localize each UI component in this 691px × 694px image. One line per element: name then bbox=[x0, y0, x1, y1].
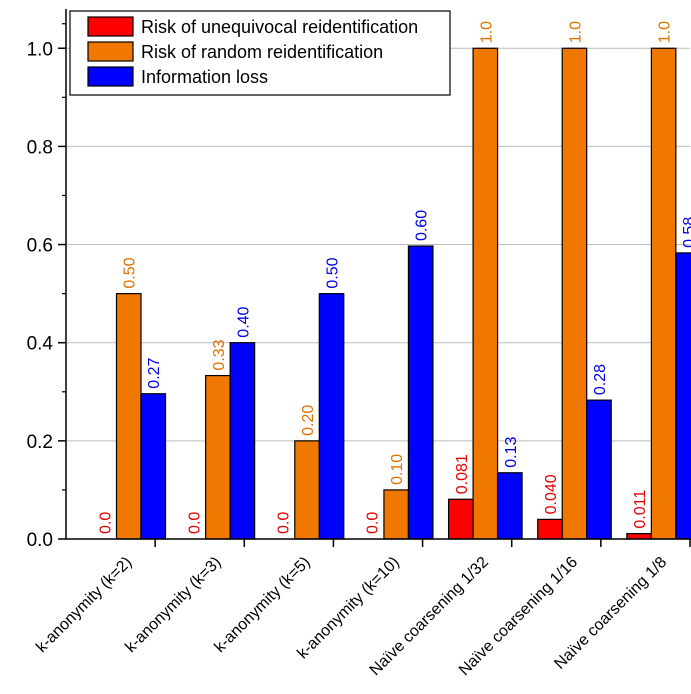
bar-6-1 bbox=[650, 47, 677, 540]
data-label-6-2: 0.58 bbox=[681, 217, 691, 248]
data-label-2-2: 0.50 bbox=[325, 257, 342, 288]
category-label-1: k-anonymity (k=3) bbox=[122, 554, 224, 656]
bar-6-0 bbox=[626, 533, 652, 540]
y-tick-label-5: 1.0 bbox=[27, 39, 53, 60]
data-label-0-1: 0.50 bbox=[122, 257, 139, 288]
data-labels: 0.0 0.50 0.27 0.0 0.33 0.40 0.0 0.20 0.50 0.0 0.10… bbox=[97, 21, 691, 534]
legend-label-0: Risk of unequivocal reidentification bbox=[141, 17, 418, 37]
data-label-4-0: 0.081 bbox=[454, 454, 471, 494]
y-tick-label-2: 0.4 bbox=[27, 334, 54, 355]
bar-0-1 bbox=[115, 293, 142, 540]
data-label-6-1: 1.0 bbox=[657, 21, 674, 43]
data-label-0-0: 0.0 bbox=[97, 512, 114, 534]
legend-swatch-2 bbox=[87, 66, 134, 87]
data-label-6-0: 0.011 bbox=[632, 490, 649, 529]
data-label-0-2: 0.27 bbox=[146, 357, 163, 388]
data-label-3-2: 0.60 bbox=[414, 210, 431, 241]
data-label-3-1: 0.10 bbox=[389, 454, 406, 485]
data-label-1-2: 0.40 bbox=[235, 306, 252, 337]
y-tick-label-1: 0.2 bbox=[27, 432, 53, 453]
category-label-2: k-anonymity (k=5) bbox=[211, 554, 313, 656]
legend: Risk of unequivocal reidentification Risk… bbox=[69, 10, 451, 96]
data-label-2-1: 0.20 bbox=[300, 405, 317, 436]
legend-swatch-0 bbox=[87, 16, 134, 37]
y-tick-label-0: 0.0 bbox=[27, 530, 53, 551]
bar-2-2 bbox=[318, 293, 345, 540]
bar-5-1 bbox=[561, 47, 588, 540]
bar-4-0 bbox=[447, 498, 474, 540]
category-label-0: k-anonymity (k=2) bbox=[33, 554, 135, 656]
data-label-3-0: 0.0 bbox=[365, 512, 382, 534]
y-tick-label-4: 0.8 bbox=[27, 137, 53, 158]
legend-label-1: Risk of random reidentification bbox=[141, 42, 383, 62]
bar-3-1 bbox=[383, 489, 410, 540]
data-label-2-0: 0.0 bbox=[276, 512, 293, 534]
data-label-1-1: 0.33 bbox=[211, 339, 228, 370]
bar-2-1 bbox=[294, 440, 320, 540]
y-tick-label-3: 0.6 bbox=[27, 236, 53, 257]
bar-6-2 bbox=[675, 252, 691, 540]
data-label-5-2: 0.28 bbox=[592, 364, 609, 395]
data-label-5-0: 0.040 bbox=[543, 474, 560, 514]
data-label-4-1: 1.0 bbox=[478, 21, 495, 43]
legend-label-2: Information loss bbox=[141, 67, 268, 87]
bar-4-2 bbox=[496, 472, 523, 540]
bars bbox=[115, 47, 691, 540]
bar-4-1 bbox=[472, 47, 499, 540]
bar-1-2 bbox=[229, 342, 256, 540]
data-label-4-2: 0.13 bbox=[503, 437, 520, 468]
data-label-1-0: 0.0 bbox=[186, 512, 203, 534]
legend-swatch-1 bbox=[87, 41, 134, 62]
data-label-5-1: 1.0 bbox=[567, 21, 584, 43]
bar-1-1 bbox=[205, 374, 231, 540]
bar-0-2 bbox=[140, 393, 167, 540]
bar-5-2 bbox=[586, 399, 612, 540]
bar-5-0 bbox=[537, 518, 563, 540]
bar-3-2 bbox=[407, 245, 434, 540]
